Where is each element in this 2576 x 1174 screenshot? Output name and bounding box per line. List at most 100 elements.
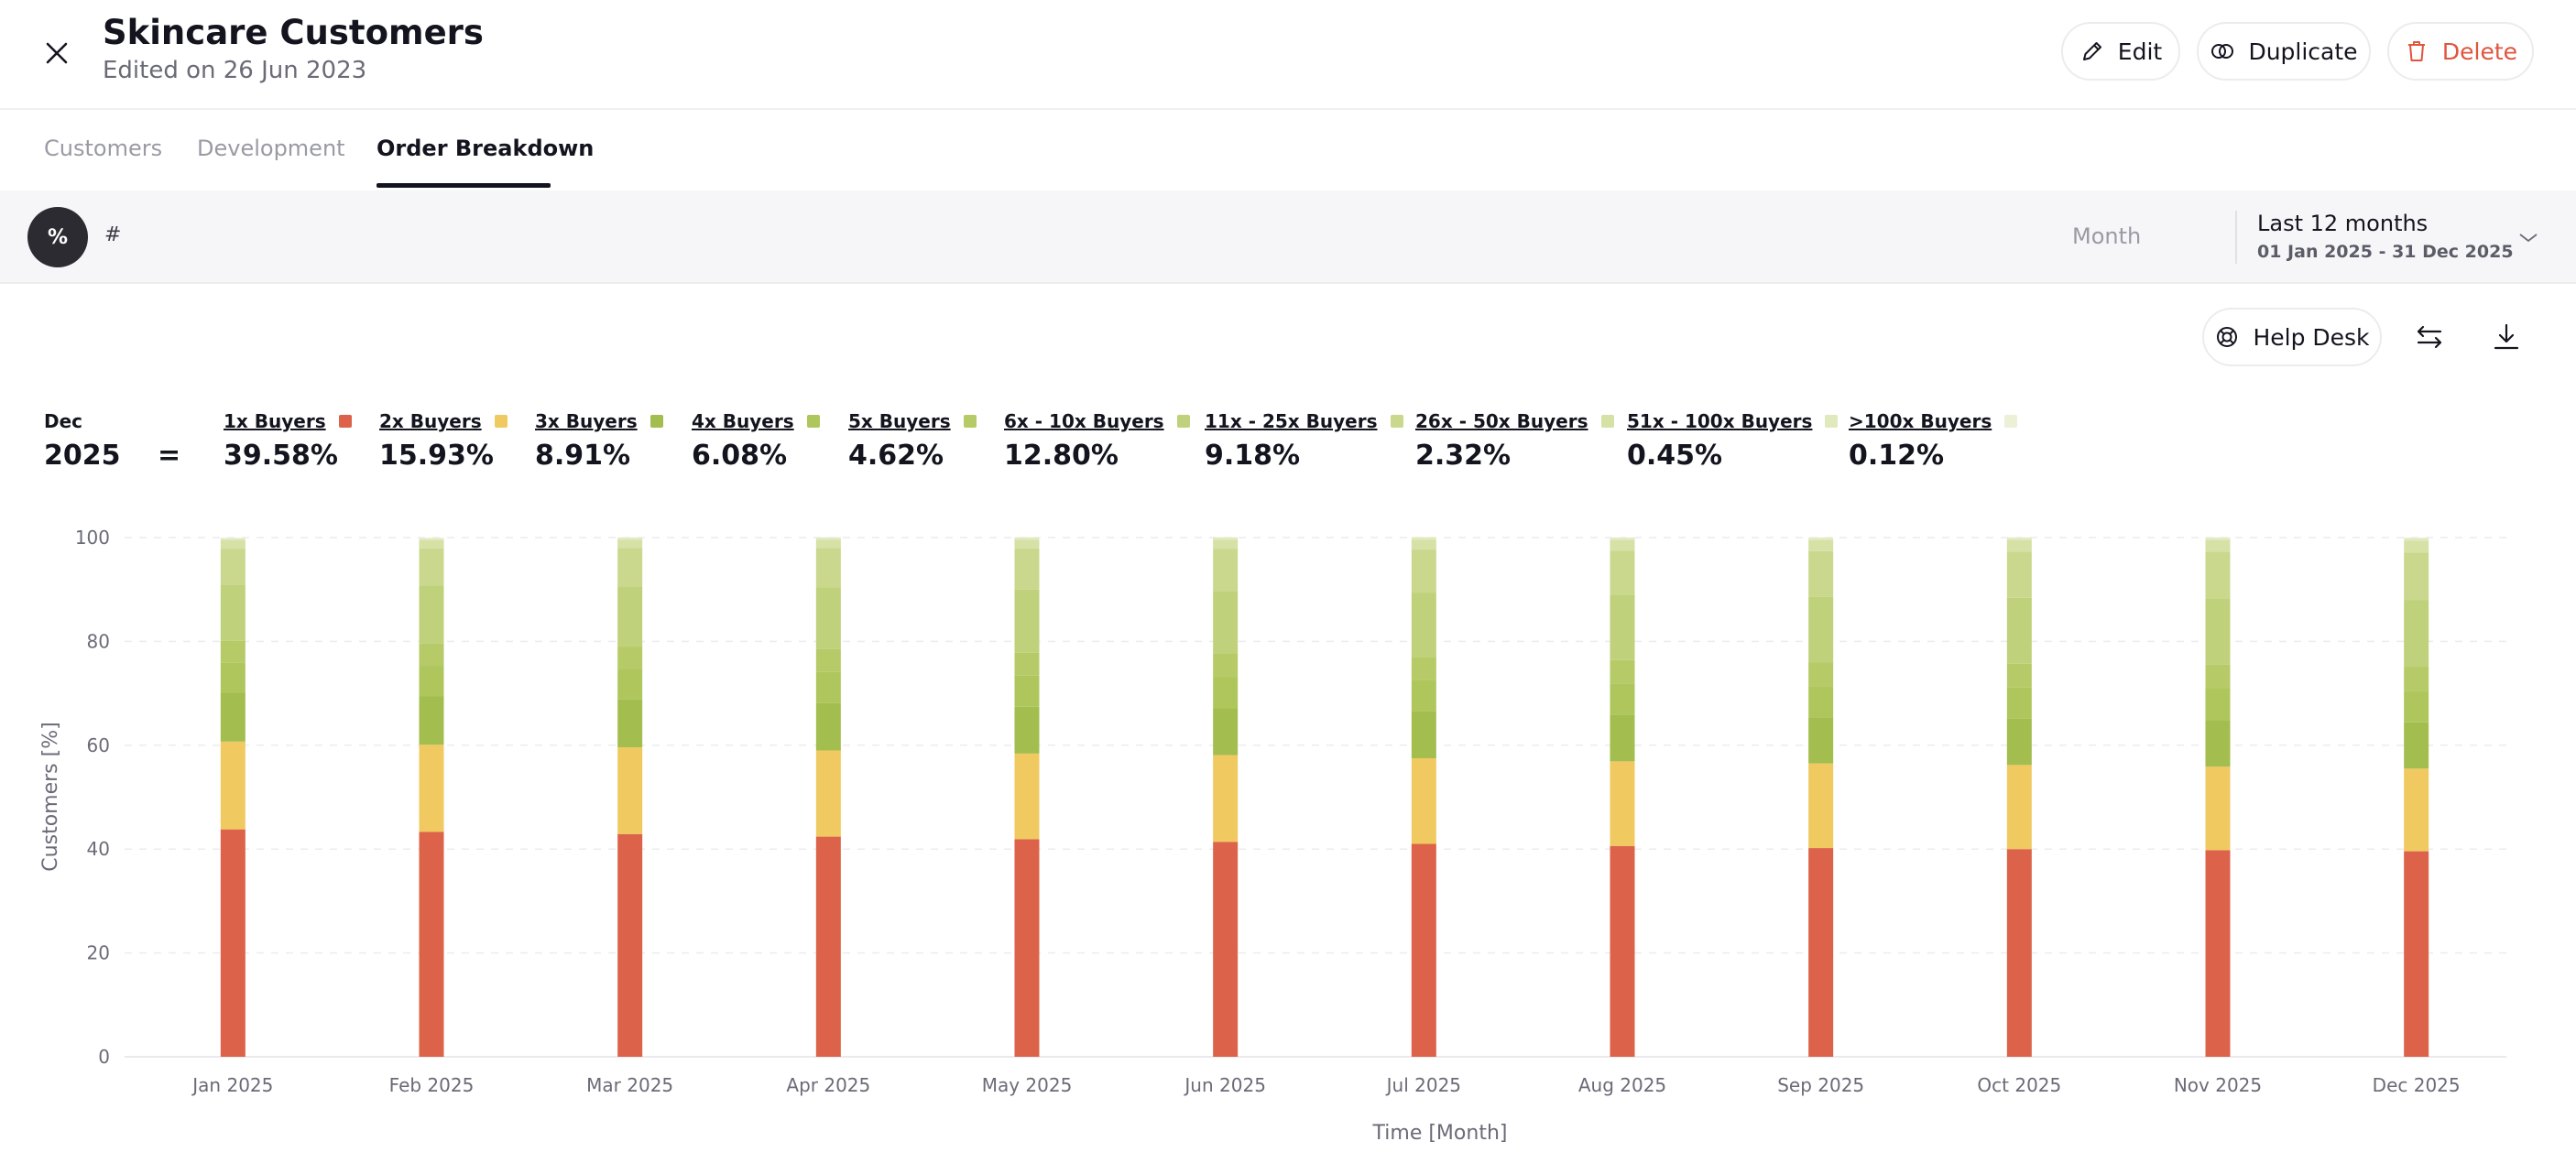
- toolbar-divider: [2235, 211, 2237, 264]
- bar-segment: [1411, 592, 1436, 658]
- download-icon[interactable]: [2488, 319, 2525, 355]
- tab-development[interactable]: Development: [197, 136, 345, 161]
- chevron-down-icon[interactable]: [2517, 227, 2539, 249]
- x-tick-label: May 2025: [982, 1074, 1073, 1096]
- legend-swatch: [1176, 415, 1190, 428]
- y-tick-label: 20: [87, 942, 110, 964]
- bar-segment: [1014, 652, 1040, 676]
- legend-swatch: [649, 415, 663, 428]
- edit-button-label: Edit: [2117, 38, 2163, 65]
- legend-label[interactable]: 5x Buyers: [848, 410, 951, 432]
- tab-order-breakdown[interactable]: Order Breakdown: [377, 136, 595, 161]
- legend-label[interactable]: 11x - 25x Buyers: [1205, 410, 1378, 432]
- legend-label[interactable]: 6x - 10x Buyers: [1004, 410, 1164, 432]
- legend-label[interactable]: 2x Buyers: [379, 410, 482, 432]
- bar-segment: [617, 548, 643, 587]
- legend-item[interactable]: 2x Buyers 15.93%: [379, 410, 508, 472]
- bar-segment: [220, 539, 246, 549]
- duplicate-button[interactable]: Duplicate: [2197, 22, 2371, 81]
- bar-segment: [815, 548, 841, 588]
- date-range-label[interactable]: Last 12 months: [2257, 211, 2429, 236]
- bar-segment: [419, 539, 444, 549]
- page-header: Skincare Customers Edited on 26 Jun 2023…: [0, 0, 2576, 110]
- bar-segment: [419, 666, 444, 697]
- bar-segment: [1610, 845, 1635, 1057]
- active-tab-indicator: [377, 183, 551, 188]
- bar-segment: [815, 538, 841, 540]
- number-toggle[interactable]: #: [104, 223, 122, 246]
- bar-segment: [1213, 654, 1239, 678]
- legend-label[interactable]: 1x Buyers: [224, 410, 326, 432]
- bar-segment: [419, 832, 444, 1057]
- edit-button[interactable]: Edit: [2061, 22, 2180, 81]
- bar-segment: [617, 833, 643, 1057]
- bar-segment: [2006, 538, 2032, 540]
- granularity-select[interactable]: Month: [2072, 223, 2142, 249]
- bar-segment: [1610, 538, 1635, 540]
- bar-segment: [1411, 757, 1436, 844]
- bar-segment: [2404, 722, 2429, 769]
- bar-segment: [617, 586, 643, 647]
- x-tick-label: Mar 2025: [586, 1074, 673, 1096]
- bar-segment: [2404, 667, 2429, 691]
- legend-item[interactable]: 11x - 25x Buyers 9.18%: [1205, 410, 1403, 472]
- bar-segment: [419, 696, 444, 745]
- bar-segment: [1411, 657, 1436, 680]
- stacked-bar-chart: 0 20 40 60 80 100 Jan 2025 Feb 2025 Mar 2025 Apr …: [0, 513, 2576, 1154]
- legend-value: 15.93%: [379, 440, 494, 472]
- legend-value: 0.45%: [1627, 440, 1723, 472]
- legend-label[interactable]: 51x - 100x Buyers: [1627, 410, 1813, 432]
- close-icon[interactable]: [38, 35, 75, 71]
- legend-item[interactable]: 4x Buyers 6.08%: [692, 410, 820, 472]
- bar-segment: [419, 548, 444, 586]
- legend-item[interactable]: 51x - 100x Buyers 0.45%: [1627, 410, 1839, 472]
- bar-segment: [220, 538, 246, 540]
- legend-label[interactable]: 4x Buyers: [692, 410, 794, 432]
- bar-segment: [617, 647, 643, 669]
- bar-segment: [1808, 848, 1834, 1057]
- delete-button[interactable]: Delete: [2387, 22, 2534, 81]
- legend-item[interactable]: 6x - 10x Buyers 12.80%: [1004, 410, 1190, 472]
- bar-segment: [220, 549, 246, 585]
- legend-label[interactable]: 3x Buyers: [535, 410, 638, 432]
- legend-item[interactable]: 5x Buyers 4.62%: [848, 410, 977, 472]
- bar-segment: [1213, 549, 1239, 592]
- legend-item[interactable]: 26x - 50x Buyers 2.32%: [1415, 410, 1614, 472]
- bar-segment: [2205, 539, 2231, 552]
- chart-toolbar: % # Month Last 12 months 01 Jan 2025 - 3…: [0, 190, 2576, 284]
- legend-swatch: [963, 415, 977, 428]
- summary-equals: =: [158, 440, 181, 472]
- tab-customers[interactable]: Customers: [44, 136, 163, 161]
- legend-label[interactable]: 26x - 50x Buyers: [1415, 410, 1588, 432]
- bar-segment: [2404, 851, 2429, 1057]
- bar-segment: [1014, 589, 1040, 653]
- x-tick-label: Nov 2025: [2174, 1074, 2262, 1096]
- legend-item[interactable]: 3x Buyers 8.91%: [535, 410, 663, 472]
- bar-segment: [1213, 755, 1239, 842]
- legend-label[interactable]: >100x Buyers: [1849, 410, 1992, 432]
- legend-value: 12.80%: [1004, 440, 1119, 472]
- bar-segment: [419, 643, 444, 667]
- x-axis-title: Time [Month]: [1372, 1122, 1508, 1145]
- bar-segment: [1213, 708, 1239, 755]
- bar-segment: [2205, 766, 2231, 851]
- help-desk-button[interactable]: Help Desk: [2202, 308, 2382, 366]
- legend-value: 39.58%: [224, 440, 338, 472]
- percent-toggle[interactable]: %: [27, 207, 88, 267]
- legend-swatch: [806, 415, 820, 428]
- bar-segment: [1014, 548, 1040, 590]
- bar-segment: [419, 585, 444, 644]
- x-tick-label: Jan 2025: [191, 1074, 273, 1096]
- summary-month: Dec: [44, 410, 83, 432]
- x-tick-label: Feb 2025: [389, 1074, 475, 1096]
- x-tick-label: Aug 2025: [1578, 1074, 1666, 1096]
- pencil-icon: [2082, 42, 2101, 60]
- date-range-dates[interactable]: 01 Jan 2025 - 31 Dec 2025: [2257, 242, 2514, 262]
- bar-segment: [2006, 539, 2032, 552]
- legend-item[interactable]: 1x Buyers 39.58%: [224, 410, 352, 472]
- swap-icon[interactable]: [2411, 319, 2448, 355]
- bar-segment: [2205, 720, 2231, 767]
- legend-item[interactable]: >100x Buyers 0.12%: [1849, 410, 2018, 472]
- bar-segment: [1014, 539, 1040, 549]
- bar-segment: [1411, 711, 1436, 758]
